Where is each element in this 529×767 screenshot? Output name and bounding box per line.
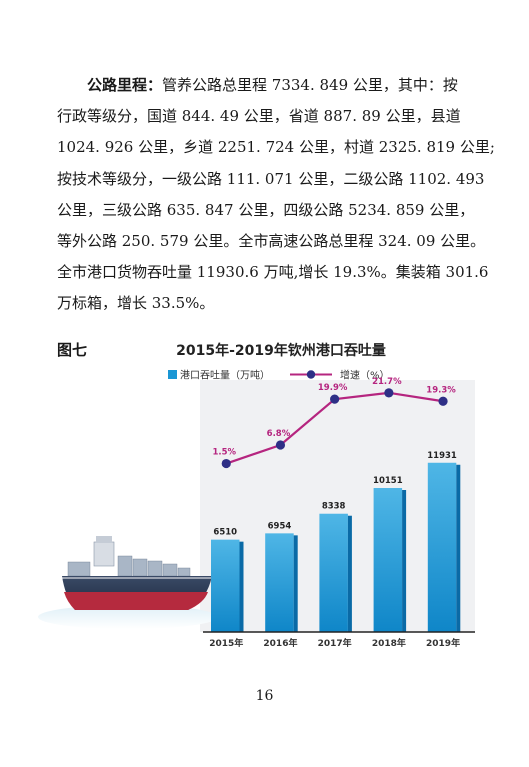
x-tick-label: 2019年 (426, 637, 460, 649)
bar-value-label: 11931 (427, 451, 457, 461)
page-number: 16 (255, 688, 274, 704)
growth-marker (384, 388, 394, 398)
bar-side (347, 515, 352, 632)
paragraph-line: 公里，三级公路 635. 847 公里，四级公路 5234. 859 公里， (57, 195, 475, 226)
line-text: 按技术等级分，一级公路 111. 071 公里，二级公路 1102. 493 (57, 169, 485, 188)
x-tick-label: 2017年 (318, 637, 352, 649)
bar-value-label: 6954 (268, 521, 292, 531)
growth-value-label: 6.8% (267, 429, 291, 439)
keyword-label: 公路里程： (87, 76, 163, 94)
growth-value-labels: 1.5% 6.8% 19.9% 21.7% 19.3% (212, 377, 456, 458)
bar-value-labels: 6510 6954 8338 10151 11931 (213, 451, 457, 538)
port-throughput-chart: 2015年-2019年钦州港口吞吐量 港口吞吐量（万吨） 增速（%） 65106… (38, 342, 475, 649)
bar (265, 533, 294, 632)
bar-side (402, 490, 407, 632)
growth-marker (438, 396, 448, 406)
line-text: 公里，三级公路 635. 847 公里，四级公路 5234. 859 公里， (57, 200, 475, 219)
x-tick-label: 2015年 (209, 637, 243, 649)
chart-title: 2015年-2019年钦州港口吞吐量 (176, 342, 386, 359)
growth-value-label: 19.3% (426, 385, 456, 395)
bar-series (211, 462, 461, 632)
growth-marker (330, 394, 340, 404)
legend-line-marker (306, 370, 316, 379)
x-tick-label: 2018年 (372, 637, 406, 649)
paragraph-line: 行政等级分，国道 844. 49 公里，省道 887. 89 公里，县道 (57, 101, 475, 132)
line-text: 管养公路总里程 7334. 849 公里，其中：按 (162, 76, 458, 94)
bar-side (239, 541, 244, 632)
container-ship-illustration (38, 536, 218, 629)
figure-label: 图七 (57, 341, 88, 359)
line-text: 等外公路 250. 579 公里。全市高速公路总里程 324. 09 公里。 (57, 232, 486, 251)
bar-value-label: 6510 (213, 528, 237, 538)
legend-line-label: 增速（%） (340, 369, 390, 382)
line-text: 行政等级分，国道 844. 49 公里，省道 887. 89 公里，县道 (57, 107, 461, 126)
growth-marker (221, 458, 231, 469)
x-axis-tick-labels: 2015年 2016年 2017年 2018年 2019年 (209, 637, 460, 649)
bar-side (456, 464, 461, 632)
growth-value-label: 21.7% (372, 377, 402, 387)
legend-bar-swatch (168, 370, 177, 379)
bar (211, 539, 240, 632)
bar-value-label: 10151 (373, 476, 403, 486)
growth-markers (221, 388, 448, 469)
paragraph-line: 等外公路 250. 579 公里。全市高速公路总里程 324. 09 公里。 (57, 226, 485, 257)
line-text: 万标箱，增长 33.5%。 (57, 294, 215, 313)
bar-side (293, 535, 298, 632)
paragraph-line: 按技术等级分，一级公路 111. 071 公里，二级公路 1102. 493 (57, 164, 484, 195)
paragraph-line: 公路里程：管养公路总里程 7334. 849 公里，其中：按 (57, 70, 475, 101)
paragraph: 公路里程：管养公路总里程 7334. 849 公里，其中：按 行政等级分，国道 … (57, 70, 495, 320)
bar-value-label: 8338 (322, 502, 346, 512)
bar (373, 488, 403, 632)
growth-value-label: 19.9% (318, 383, 348, 393)
line-text: 全市港口货物吞吐量 11930.6 万吨,增长 19.3%。集装箱 301.6 (57, 263, 489, 282)
paragraph-line: 1024. 926 公里，乡道 2251. 724 公里，村道 2325. 81… (57, 132, 495, 163)
growth-value-label: 1.5% (212, 448, 236, 458)
legend-bar-label: 港口吞吐量（万吨） (180, 369, 270, 382)
paragraph-line: 全市港口货物吞吐量 11930.6 万吨,增长 19.3%。集装箱 301.6 (57, 257, 488, 288)
x-tick-label: 2016年 (263, 637, 297, 649)
chart-legend: 港口吞吐量（万吨） 增速（%） (168, 369, 390, 382)
line-text: 1024. 926 公里，乡道 2251. 724 公里，村道 2325. 81… (57, 138, 495, 157)
paragraph-line: 万标箱，增长 33.5%。 (57, 288, 475, 319)
growth-marker (275, 440, 286, 450)
bar (427, 462, 457, 632)
bar (319, 513, 348, 632)
